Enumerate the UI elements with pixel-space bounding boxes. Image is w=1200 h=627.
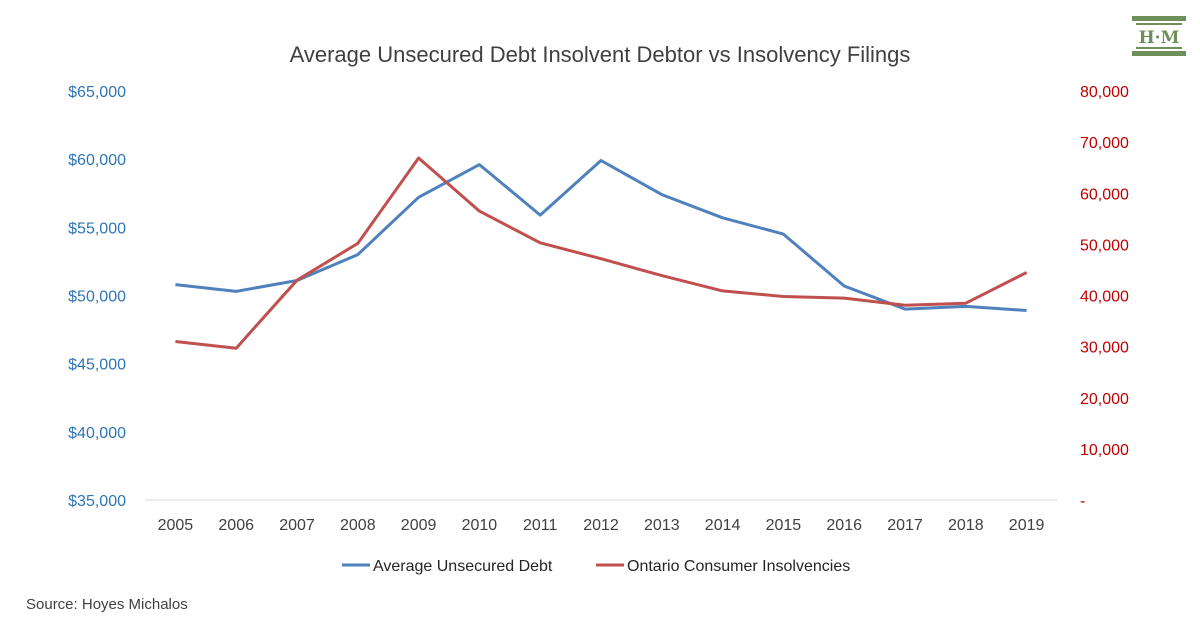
left-tick-label: $50,000 [68, 289, 126, 306]
x-tick-label: 2009 [401, 517, 437, 534]
x-tick-label: 2015 [766, 517, 802, 534]
legend-label-average-unsecured-debt: Average Unsecured Debt [373, 558, 553, 575]
right-axis-ticks: - 10,000 20,000 30,000 40,000 50,000 60,000 70,… [1080, 84, 1129, 510]
right-tick-label: - [1080, 493, 1085, 510]
right-tick-label: 40,000 [1080, 289, 1129, 306]
logo: H·M [1132, 16, 1186, 56]
logo-text: H·M [1139, 28, 1180, 48]
x-tick-label: 2018 [948, 517, 984, 534]
x-tick-label: 2012 [583, 517, 619, 534]
left-tick-label: $65,000 [68, 84, 126, 101]
x-axis-ticks: 2005 2006 2007 2008 2009 2010 2011 2012 2013 2014… [158, 517, 1045, 534]
x-tick-label: 2010 [462, 517, 498, 534]
left-tick-label: $55,000 [68, 220, 126, 237]
source-note: Source: Hoyes Michalos [26, 596, 188, 613]
left-tick-label: $40,000 [68, 425, 126, 442]
x-tick-label: 2014 [705, 517, 741, 534]
right-tick-label: 60,000 [1080, 186, 1129, 203]
x-tick-label: 2008 [340, 517, 376, 534]
legend: Average Unsecured Debt Ontario Consumer … [342, 558, 850, 575]
right-tick-label: 30,000 [1080, 340, 1129, 357]
x-tick-label: 2007 [279, 517, 315, 534]
right-tick-label: 70,000 [1080, 135, 1129, 152]
x-tick-label: 2013 [644, 517, 680, 534]
left-tick-label: $60,000 [68, 152, 126, 169]
legend-label-ontario-consumer-insolvencies: Ontario Consumer Insolvencies [627, 558, 850, 575]
left-axis-ticks: $35,000 $40,000 $45,000 $50,000 $55,000 $60,0… [68, 84, 126, 510]
series-line-average-unsecured-debt [175, 159, 1027, 312]
right-tick-label: 10,000 [1080, 442, 1129, 459]
right-tick-label: 50,000 [1080, 237, 1129, 254]
right-tick-label: 20,000 [1080, 391, 1129, 408]
x-tick-label: 2017 [887, 517, 923, 534]
x-tick-label: 2005 [158, 517, 194, 534]
right-tick-label: 80,000 [1080, 84, 1129, 101]
x-tick-label: 2006 [218, 517, 254, 534]
left-tick-label: $45,000 [68, 357, 126, 374]
series-lines [175, 156, 1028, 350]
chart-title: Average Unsecured Debt Insolvent Debtor … [290, 42, 911, 67]
x-tick-label: 2016 [826, 517, 862, 534]
series-line-ontario-consumer-insolvencies [175, 156, 1028, 350]
x-tick-label: 2019 [1009, 517, 1045, 534]
left-tick-label: $35,000 [68, 493, 126, 510]
x-tick-label: 2011 [523, 517, 558, 534]
